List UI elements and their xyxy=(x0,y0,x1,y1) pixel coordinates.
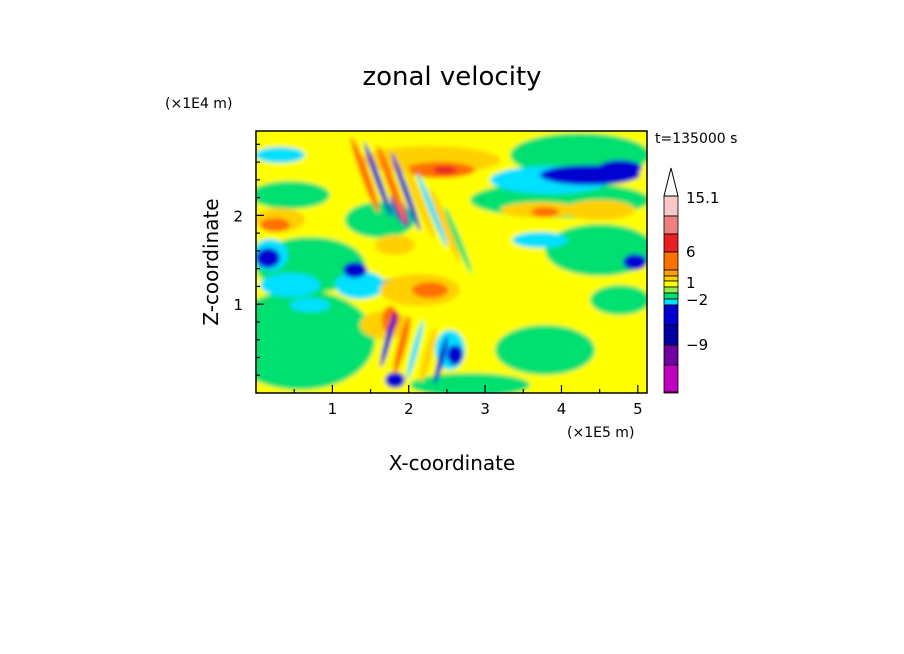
colorbar-label: 15.1 xyxy=(686,189,719,207)
colorbar-segment xyxy=(663,292,679,300)
colorbar-segment xyxy=(663,304,679,326)
y-unit-label: (×1E4 m) xyxy=(165,96,232,112)
positive-regions xyxy=(256,146,635,339)
colorbar-segment xyxy=(663,251,679,271)
colorbar-segment xyxy=(663,298,679,306)
x-axis: 1 2 3 4 5 xyxy=(293,385,643,418)
colorbar-segment xyxy=(663,215,679,235)
velocity-field xyxy=(255,130,648,394)
x-tick-label: 5 xyxy=(633,400,643,418)
x-tick-label: 1 xyxy=(328,400,338,418)
colorbar-segment xyxy=(663,324,679,346)
plot-frame xyxy=(255,130,648,394)
x-tick-label: 4 xyxy=(557,400,567,418)
colorbar: 15.1 6 1−2 −9 xyxy=(663,167,719,394)
colorbar-extend-arrow xyxy=(663,167,679,197)
chart-title: zonal velocity xyxy=(362,62,541,92)
colorbar-segment xyxy=(663,275,679,282)
colorbar-segment xyxy=(663,391,679,394)
colorbar-segment xyxy=(663,280,679,288)
colorbar-segment xyxy=(663,344,679,366)
colorbar-label: 1 xyxy=(686,274,696,292)
colorbar-label: 6 xyxy=(686,243,696,261)
colorbar-segment xyxy=(663,269,679,277)
x-axis-label: X-coordinate xyxy=(389,451,516,475)
colorbar-segment xyxy=(663,286,679,294)
y-tick-label: 2 xyxy=(233,207,243,225)
y-axis-label: Z-coordinate xyxy=(199,198,223,325)
x-unit-label: (×1E5 m) xyxy=(567,425,634,441)
x-tick-label: 2 xyxy=(404,400,414,418)
colorbar-segment xyxy=(663,195,679,217)
colorbar-segment xyxy=(663,233,679,253)
colorbar-segment xyxy=(663,364,679,393)
time-label: t=135000 s xyxy=(655,131,737,147)
wave-streaks xyxy=(350,137,472,385)
x-tick-label: 3 xyxy=(480,400,490,418)
y-axis: 12 xyxy=(233,143,264,376)
colorbar-label: −9 xyxy=(686,336,708,354)
colorbar-label: −2 xyxy=(686,291,708,309)
y-tick-label: 1 xyxy=(233,296,243,314)
